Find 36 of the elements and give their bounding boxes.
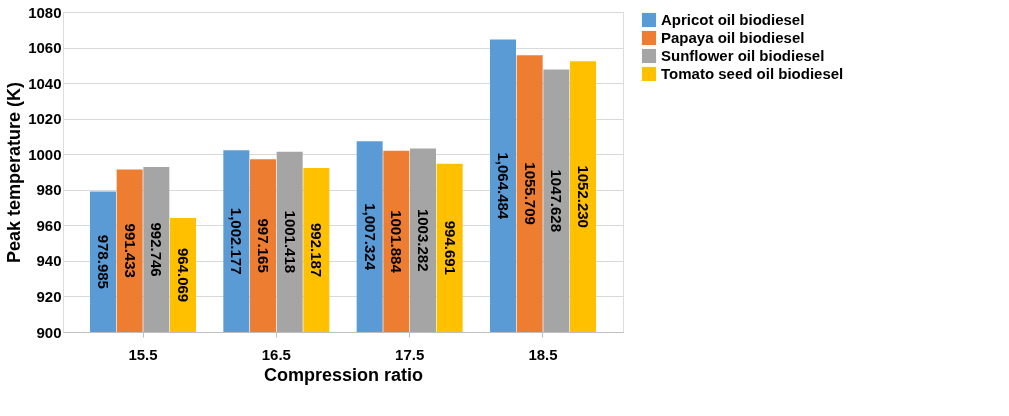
data-label: 964.069 bbox=[175, 247, 192, 303]
data-label: 997.165 bbox=[255, 218, 272, 273]
data-label: 1003.282 bbox=[415, 208, 432, 272]
data-label: 1055.709 bbox=[521, 162, 539, 225]
data-label: 992.187 bbox=[308, 222, 326, 278]
y-tick-label: 1060 bbox=[28, 39, 62, 57]
x-tick-label: 16.5 bbox=[261, 345, 291, 363]
legend-label: Apricot oil biodiesel bbox=[661, 11, 805, 28]
data-label: 1,007.324 bbox=[361, 203, 379, 271]
legend-label: Tomato seed oil biodiesel bbox=[661, 65, 844, 82]
y-tick-label: 960 bbox=[36, 216, 62, 234]
data-label: 994.691 bbox=[441, 220, 459, 275]
y-tick-label: 900 bbox=[36, 323, 62, 341]
data-label: 1,064.484 bbox=[495, 152, 512, 220]
data-label: 1047.628 bbox=[548, 169, 566, 233]
y-axis-title: Peak temperature (K) bbox=[4, 81, 25, 264]
data-label: 978.985 bbox=[95, 234, 112, 289]
data-label: 1001.884 bbox=[388, 210, 406, 274]
legend-label: Sunflower oil biodiesel bbox=[661, 47, 825, 64]
legend-label: Papaya oil biodiesel bbox=[661, 29, 805, 46]
y-tick-label: 1040 bbox=[28, 74, 62, 92]
y-tick-label: 1080 bbox=[28, 3, 62, 21]
data-label: 1,002.177 bbox=[228, 207, 246, 275]
data-label: 991.433 bbox=[121, 223, 139, 278]
data-label: 1001.418 bbox=[281, 210, 299, 274]
x-tick-label: 17.5 bbox=[395, 345, 425, 363]
x-tick-label: 15.5 bbox=[128, 345, 158, 363]
y-tick-label: 980 bbox=[36, 181, 62, 199]
y-tick-label: 940 bbox=[36, 252, 62, 270]
y-tick-label: 920 bbox=[36, 287, 62, 305]
y-tick-label: 1000 bbox=[28, 145, 62, 163]
x-axis-title: Compression ratio bbox=[263, 364, 424, 385]
y-tick-label: 1020 bbox=[28, 110, 62, 128]
data-label: 1052.230 bbox=[575, 165, 592, 228]
data-label: 992.746 bbox=[148, 222, 166, 277]
x-tick-label: 18.5 bbox=[528, 345, 558, 363]
